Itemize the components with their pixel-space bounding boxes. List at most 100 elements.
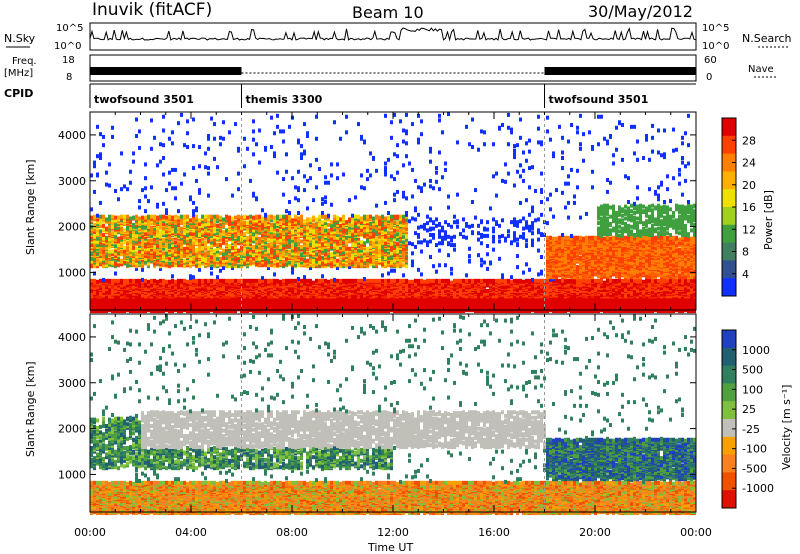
heat-cell: [111, 231, 114, 236]
heat-cell: [177, 246, 180, 251]
heat-cell: [306, 131, 309, 136]
heat-cell: [237, 217, 240, 222]
heat-cell: [153, 250, 156, 255]
heat-cell: [216, 223, 219, 228]
heat-cell: [198, 238, 201, 243]
heat-cell: [300, 152, 303, 157]
heat-cell: [213, 229, 216, 234]
heat-cell: [180, 231, 183, 236]
heat-cell: [138, 216, 141, 221]
heat-cell: [147, 257, 150, 262]
heat-cell: [90, 227, 93, 232]
heat-cell: [141, 188, 144, 193]
heat-cell: [102, 264, 105, 269]
heat-cell: [285, 209, 288, 214]
heat-cell: [114, 189, 117, 193]
heat-cell: [258, 226, 261, 231]
nsky-panel-frame: [89, 22, 697, 51]
heat-cell: [96, 217, 99, 222]
heat-cell: [153, 135, 156, 140]
heat-cell: [108, 183, 111, 188]
heat-cell: [267, 227, 270, 232]
heat-cell: [111, 134, 114, 139]
heat-cell: [237, 264, 240, 269]
heat-cell: [246, 257, 249, 262]
heat-cell: [210, 116, 213, 121]
heat-cell: [303, 278, 306, 283]
heat-cell: [168, 243, 171, 248]
heat-cell: [252, 137, 255, 142]
heat-cell: [180, 278, 183, 283]
heat-cell: [162, 278, 165, 283]
heat-cell: [222, 266, 225, 270]
heat-cell: [108, 224, 111, 229]
heat-cell: [315, 278, 318, 283]
heat-cell: [225, 214, 228, 219]
heat-cell: [180, 263, 183, 268]
heat-cell: [192, 232, 195, 237]
heat-cell: [192, 144, 195, 149]
heat-cell: [294, 254, 297, 259]
heat-cell: [240, 245, 243, 250]
heat-cell: [111, 249, 114, 254]
heat-cell: [198, 259, 201, 264]
heat-cell: [216, 275, 219, 280]
heat-cell: [303, 286, 306, 291]
heat-cell: [162, 230, 165, 235]
heat-cell: [270, 145, 273, 149]
heat-cell: [267, 214, 270, 219]
heat-cell: [213, 218, 216, 223]
heat-cell: [315, 157, 318, 162]
heat-cell: [171, 167, 174, 172]
heat-cell: [261, 208, 264, 213]
heat-cell: [297, 261, 300, 266]
heat-cell: [192, 212, 195, 217]
heat-cell: [222, 255, 225, 260]
heat-cell: [126, 187, 129, 192]
heat-cell: [117, 294, 120, 299]
heat-cell: [207, 134, 210, 138]
heat-cell: [222, 278, 225, 283]
heat-cell: [90, 278, 93, 283]
heat-cell: [171, 141, 174, 146]
heat-cell: [123, 245, 126, 250]
heat-cell: [273, 232, 276, 237]
heat-cell: [135, 251, 138, 256]
heat-cell: [315, 114, 318, 119]
heat-cell: [309, 249, 312, 254]
heat-cell: [297, 246, 300, 251]
heat-cell: [216, 260, 219, 265]
heat-cell: [237, 228, 240, 233]
heat-cell: [177, 260, 180, 265]
heat-cell: [168, 214, 171, 219]
heat-cell: [249, 238, 252, 243]
heat-cell: [117, 215, 120, 220]
heat-cell: [261, 250, 264, 255]
heat-cell: [90, 256, 93, 261]
heat-cell: [252, 236, 255, 241]
heat-cell: [105, 278, 108, 283]
heat-cell: [264, 278, 267, 283]
heat-cell: [108, 249, 111, 254]
heat-cell: [246, 235, 249, 240]
heat-cell: [240, 215, 243, 220]
heat-cell: [207, 251, 210, 256]
heat-cell: [177, 121, 180, 126]
heat-cell: [141, 264, 144, 269]
heat-cell: [237, 255, 240, 260]
heat-cell: [174, 214, 177, 219]
heat-cell: [120, 244, 123, 248]
heat-cell: [291, 266, 294, 271]
heat-cell: [219, 268, 222, 273]
heat-cell: [141, 241, 144, 246]
heat-cell: [240, 282, 243, 287]
heat-cell: [273, 294, 276, 299]
heat-cell: [210, 222, 213, 226]
heat-cell: [204, 244, 207, 248]
heat-cell: [114, 222, 117, 227]
heat-cell: [267, 260, 270, 265]
cpid-segment-label: twofsound 3501: [549, 93, 649, 106]
heat-cell: [135, 134, 138, 138]
heat-cell: [183, 234, 186, 239]
heat-cell: [183, 246, 186, 251]
